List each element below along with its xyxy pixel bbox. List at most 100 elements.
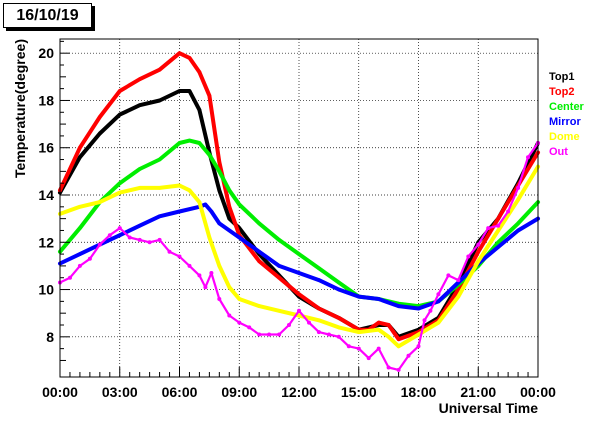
data-point-dome (277, 309, 281, 313)
data-point-center (227, 188, 232, 193)
date-label-box: 16/10/19 (3, 3, 92, 28)
legend-entry-center: Center (549, 101, 585, 113)
data-point-out (137, 237, 142, 242)
data-point-top2 (386, 323, 391, 327)
y-axis-label: Temperature(degree) (12, 39, 28, 178)
data-point-out (107, 233, 112, 238)
data-point-dome (456, 294, 461, 299)
data-point-out (396, 367, 401, 372)
data-point-dome (386, 335, 391, 339)
data-point-dome (396, 344, 401, 349)
data-point-mirror (257, 249, 262, 254)
data-point-top1 (187, 89, 192, 93)
data-point-top1 (177, 89, 182, 93)
data-point-out (346, 344, 351, 349)
series-lines (58, 51, 540, 372)
data-point-top2 (337, 316, 341, 320)
data-point-mirror (376, 297, 381, 301)
data-point-mirror (396, 304, 401, 308)
data-point-out (157, 237, 162, 242)
data-point-out (68, 275, 72, 280)
data-point-out (147, 240, 152, 245)
data-point-dome (78, 205, 82, 209)
data-point-out (167, 249, 172, 254)
data-point-out (406, 353, 411, 358)
data-point-top1 (137, 103, 142, 107)
data-point-top1 (157, 98, 162, 103)
data-point-center (78, 226, 82, 230)
data-point-mirror (78, 252, 82, 256)
legend-entry-top2: Top2 (549, 86, 574, 98)
data-point-out (456, 278, 461, 283)
data-point-out (209, 271, 214, 275)
data-point-dome (98, 200, 102, 204)
data-point-top2 (297, 292, 301, 297)
data-point-out (87, 256, 92, 261)
data-point-dome (317, 318, 321, 323)
data-point-top2 (187, 56, 192, 60)
data-point-top2 (376, 320, 381, 325)
data-point-dome (237, 297, 242, 301)
data-point-mirror (496, 245, 501, 249)
data-point-out (237, 320, 242, 325)
data-point-out (486, 226, 491, 231)
data-point-out (127, 235, 132, 240)
data-point-dome (376, 327, 381, 332)
data-point-out (277, 332, 282, 337)
data-point-out (267, 332, 272, 337)
data-point-mirror (203, 202, 208, 207)
data-point-center (197, 141, 202, 145)
data-point-out (466, 254, 471, 259)
data-point-mirror (277, 264, 281, 268)
data-point-out (336, 334, 341, 339)
data-point-top2 (257, 259, 262, 264)
data-point-top2 (137, 77, 142, 81)
legend-entry-dome: Dome (549, 131, 580, 143)
data-point-center (516, 221, 520, 226)
data-point-center (317, 266, 321, 271)
data-point-out (356, 346, 361, 351)
data-point-top1 (227, 216, 232, 221)
data-point-mirror (416, 306, 421, 311)
data-point-out (97, 242, 102, 247)
x-tick-label: 12:00 (281, 384, 317, 400)
data-point-top2 (456, 287, 461, 292)
y-tick-label: 8 (46, 329, 54, 345)
legend-entry-out: Out (549, 146, 568, 158)
data-point-out (446, 273, 451, 278)
data-point-top2 (157, 67, 162, 72)
data-point-dome (197, 200, 202, 204)
data-point-out (257, 332, 262, 337)
data-point-top2 (496, 216, 501, 221)
data-point-center (237, 202, 242, 207)
data-point-center (217, 169, 222, 174)
data-point-dome (137, 186, 142, 190)
data-point-out (203, 285, 208, 290)
data-point-top2 (277, 275, 281, 280)
data-point-dome (516, 197, 520, 202)
data-point-top2 (476, 249, 481, 254)
data-point-out (187, 263, 192, 268)
legend: Top1 Top2 Center Mirror Dome Out (549, 71, 585, 158)
data-point-mirror (157, 214, 162, 219)
data-point-center (277, 238, 281, 242)
y-tick-label: 20 (38, 45, 54, 61)
data-point-mirror (118, 233, 122, 237)
x-tick-label: 06:00 (162, 384, 198, 400)
data-point-center (496, 240, 501, 245)
data-point-out (287, 323, 291, 327)
data-point-mirror (436, 299, 441, 304)
data-point-top2 (317, 306, 321, 311)
x-tick-label: 09:00 (221, 384, 257, 400)
data-point-top1 (78, 155, 82, 159)
data-point-mirror (317, 278, 321, 282)
x-tick-label: 21:00 (460, 384, 496, 400)
data-point-out (77, 263, 82, 268)
data-point-mirror (357, 294, 361, 299)
data-point-top2 (177, 51, 182, 55)
data-point-dome (207, 235, 212, 240)
data-point-out (422, 318, 427, 323)
data-point-dome (357, 330, 361, 334)
data-point-dome (257, 304, 262, 308)
